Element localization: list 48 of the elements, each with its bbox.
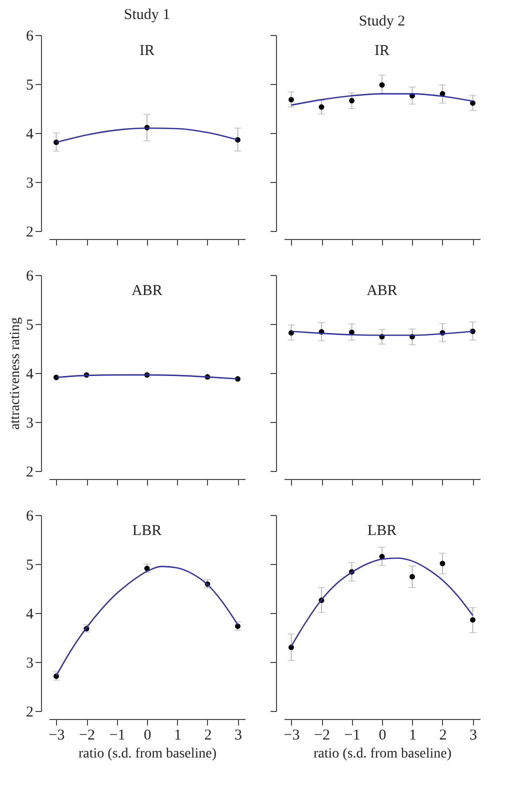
y-tick-label: 6 [26,28,34,44]
y-axis-title: attractiveness rating [8,317,23,430]
x-tick-label: −2 [79,728,95,744]
x-tick-label: −1 [109,728,126,744]
x-tick-label: −3 [284,728,300,744]
y-tick-label: 6 [26,268,34,284]
point [440,560,446,566]
point [349,98,354,104]
y-tick-label: 2 [26,224,34,240]
chart-title: Study 1 [124,7,170,23]
annotation: ABR [366,283,398,299]
y-tick-label: 2 [26,704,34,720]
point [288,96,294,102]
y-tick-label: 5 [26,318,34,334]
y-tick-label: 4 [26,366,34,382]
y-tick-label: 5 [26,558,34,574]
x-tick-label: 0 [144,728,152,744]
x-tick-label: −2 [314,728,330,744]
y-tick-label: 4 [26,606,34,622]
annotation: LBR [367,523,397,539]
point [379,82,385,88]
x-tick-label: 1 [408,728,416,744]
annotation: IR [374,43,390,59]
point [470,100,476,106]
point [410,574,415,580]
x-tick-label: −1 [344,728,360,744]
point [470,617,476,623]
point [318,104,324,110]
x-tick-label: −3 [48,728,65,744]
y-tick-label: 3 [26,176,34,192]
chart-title: Study 2 [358,14,406,30]
y-tick-label: 5 [26,78,34,94]
annotation: LBR [132,523,162,539]
annotation: ABR [132,283,162,299]
x-tick-label: 2 [439,728,447,744]
x-tick-label: 2 [204,728,212,744]
x-axis-title: ratio (s.d. from baseline) [313,746,452,762]
y-tick-label: 3 [26,656,34,672]
y-tick-label: 3 [26,416,34,432]
x-axis-title: ratio (s.d. from baseline) [78,746,217,762]
x-tick-label: 1 [174,728,182,744]
x-tick-label: 0 [378,728,386,744]
y-tick-label: 2 [26,464,34,480]
y-tick-label: 6 [26,508,34,524]
y-tick-label: 4 [26,126,34,142]
annotation: IR [140,43,154,59]
x-tick-label: 3 [469,728,477,744]
x-tick-label: 3 [234,728,242,744]
